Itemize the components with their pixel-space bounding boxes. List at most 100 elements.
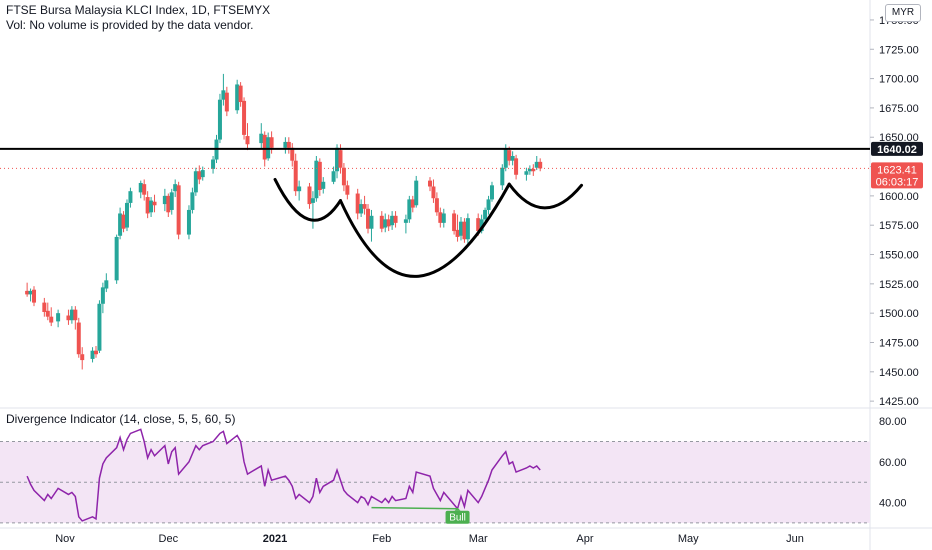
candle-body	[69, 309, 74, 321]
candle-body	[310, 198, 315, 203]
oscillator-tick-label: 80.00	[879, 416, 907, 428]
candle-body	[114, 236, 119, 281]
candle-body	[242, 100, 247, 135]
candle-body	[431, 186, 436, 199]
price-tick-label: 1600.00	[879, 191, 919, 203]
candle-body	[197, 171, 202, 180]
price-tick-label: 1725.00	[879, 44, 919, 56]
candle-body	[128, 191, 133, 203]
candle-body	[166, 195, 171, 213]
candle-body	[386, 219, 391, 227]
symbol-title[interactable]: FTSE Bursa Malaysia KLCI Index, 1D, FTSE…	[6, 3, 271, 17]
candle-body	[307, 186, 312, 205]
candle-body	[121, 214, 126, 229]
time-tick-label: Jun	[786, 533, 804, 545]
candle-body	[462, 221, 467, 240]
candle-body	[173, 184, 178, 192]
time-tick-label: 2021	[263, 533, 287, 545]
resistance-price-label: 1640.02	[877, 144, 917, 156]
candle-body	[238, 85, 243, 103]
price-tick-label: 1425.00	[879, 396, 919, 408]
candle-body	[458, 221, 463, 236]
oscillator-tick-label: 60.00	[879, 457, 907, 469]
candle-body	[414, 180, 419, 206]
price-tick-label: 1525.00	[879, 279, 919, 291]
candle-body	[293, 160, 298, 192]
candle-body	[500, 167, 505, 186]
candle-body	[118, 213, 123, 236]
candle-body	[221, 90, 226, 100]
candle-body	[403, 219, 408, 223]
candle-body	[269, 137, 274, 148]
currency-button[interactable]: MYR	[885, 4, 921, 22]
candle-body	[56, 313, 61, 322]
time-tick-label: Mar	[469, 533, 488, 545]
price-tick-label: 1550.00	[879, 250, 919, 262]
price-tick-label: 1675.00	[879, 103, 919, 115]
candle-body	[190, 192, 195, 210]
bull-divergence-line	[371, 506, 458, 510]
time-tick-label: Feb	[372, 533, 391, 545]
candle-body	[507, 150, 512, 161]
candle-body	[379, 215, 384, 229]
candle-body	[441, 213, 446, 223]
candle-body	[390, 215, 395, 226]
candle-body	[193, 171, 198, 193]
price-tick-label: 1450.00	[879, 367, 919, 379]
volume-note: Vol: No volume is provided by the data v…	[6, 18, 254, 32]
candle-body	[49, 316, 54, 323]
candle-body	[531, 168, 536, 172]
candle-body	[538, 161, 543, 169]
candle-body	[286, 141, 291, 148]
pattern-curve	[273, 177, 342, 222]
candle-body	[93, 350, 98, 355]
candle-body	[434, 198, 439, 213]
candle-body	[32, 289, 37, 303]
candle-body	[152, 201, 157, 206]
candle-body	[169, 192, 174, 210]
candle-body	[224, 92, 229, 112]
oscillator-line	[26, 428, 541, 522]
price-tick-label: 1475.00	[879, 337, 919, 349]
candle-body	[410, 199, 415, 208]
candle-body	[503, 148, 508, 168]
candle-body	[514, 158, 519, 175]
candle-body	[266, 137, 271, 159]
candle-body	[355, 193, 360, 214]
price-tick-label: 1650.00	[879, 132, 919, 144]
candle-body	[393, 215, 398, 223]
candle-body	[486, 199, 491, 210]
candle-body	[524, 171, 529, 175]
candle-body	[362, 204, 367, 209]
candle-body	[489, 185, 494, 200]
candle-body	[321, 181, 326, 189]
candle-body	[476, 218, 481, 232]
candle-body	[73, 309, 78, 321]
candle-body	[534, 161, 539, 168]
pattern-curve	[338, 182, 511, 278]
candle-body	[90, 350, 95, 359]
candle-body	[145, 197, 150, 214]
candle-body	[200, 170, 205, 178]
candle-body	[138, 182, 143, 193]
candle-body	[483, 209, 488, 220]
candle-body	[317, 161, 322, 191]
candle-body	[245, 136, 250, 145]
candle-body	[124, 202, 129, 228]
candle-body	[455, 229, 460, 237]
time-tick-label: Apr	[576, 533, 593, 545]
last-price-badge	[871, 162, 923, 189]
candle-body	[149, 200, 154, 213]
candle-body	[428, 180, 432, 187]
candle-body	[335, 147, 340, 172]
time-tick-label: Nov	[55, 533, 75, 545]
candle-body	[383, 219, 388, 228]
candle-body	[186, 209, 191, 235]
candle-body	[369, 215, 374, 229]
resistance-price-badge	[871, 141, 923, 156]
indicator-title[interactable]: Divergence Indicator (14, close, 5, 5, 6…	[6, 412, 236, 426]
bar-countdown-label: 06:03:17	[876, 176, 919, 188]
candle-body	[479, 219, 484, 232]
candle-body	[283, 141, 288, 148]
